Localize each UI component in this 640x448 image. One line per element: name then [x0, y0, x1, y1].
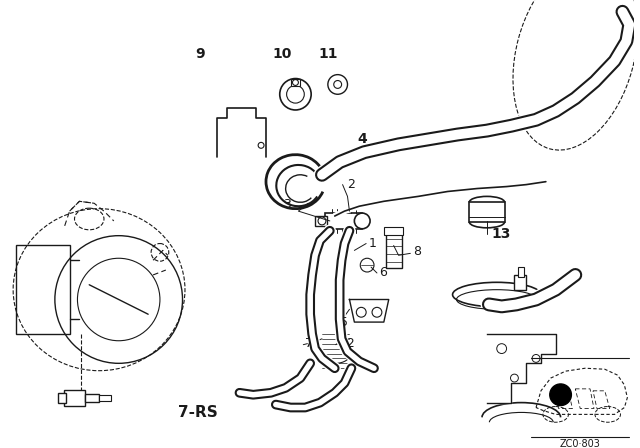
Ellipse shape [452, 282, 541, 307]
Text: 13: 13 [492, 227, 511, 241]
Text: 2: 2 [348, 178, 355, 191]
Text: 4: 4 [566, 273, 575, 287]
Circle shape [328, 75, 348, 94]
Text: ZC0·803: ZC0·803 [560, 439, 601, 448]
Circle shape [550, 384, 572, 405]
Bar [15, 246, 70, 334]
Text: 7-RS: 7-RS [178, 405, 218, 420]
Text: 5: 5 [340, 315, 348, 328]
Bar [85, 394, 99, 401]
Text: 4: 4 [357, 133, 367, 146]
Bar [325, 213, 362, 229]
Bar [315, 216, 327, 226]
Text: 8: 8 [413, 245, 421, 258]
Text: 11: 11 [318, 47, 337, 61]
Circle shape [355, 213, 370, 229]
Text: 7: 7 [305, 337, 313, 350]
Circle shape [360, 258, 374, 272]
Bar [99, 395, 111, 401]
Text: 1: 1 [369, 237, 377, 250]
Bar [58, 393, 66, 403]
Bar [386, 233, 401, 268]
Bar [64, 390, 85, 405]
Bar [515, 275, 526, 290]
Bar [384, 227, 403, 235]
Bar [291, 78, 300, 86]
Polygon shape [349, 300, 388, 322]
Circle shape [318, 217, 326, 225]
Circle shape [280, 78, 311, 110]
Bar [518, 267, 524, 277]
Circle shape [287, 86, 304, 103]
Text: 3: 3 [283, 198, 291, 211]
Polygon shape [487, 334, 556, 403]
Text: 6: 6 [379, 267, 387, 280]
Text: 12: 12 [340, 337, 355, 350]
Text: 9: 9 [195, 47, 205, 61]
Text: 10: 10 [273, 47, 292, 61]
Bar [469, 202, 504, 222]
